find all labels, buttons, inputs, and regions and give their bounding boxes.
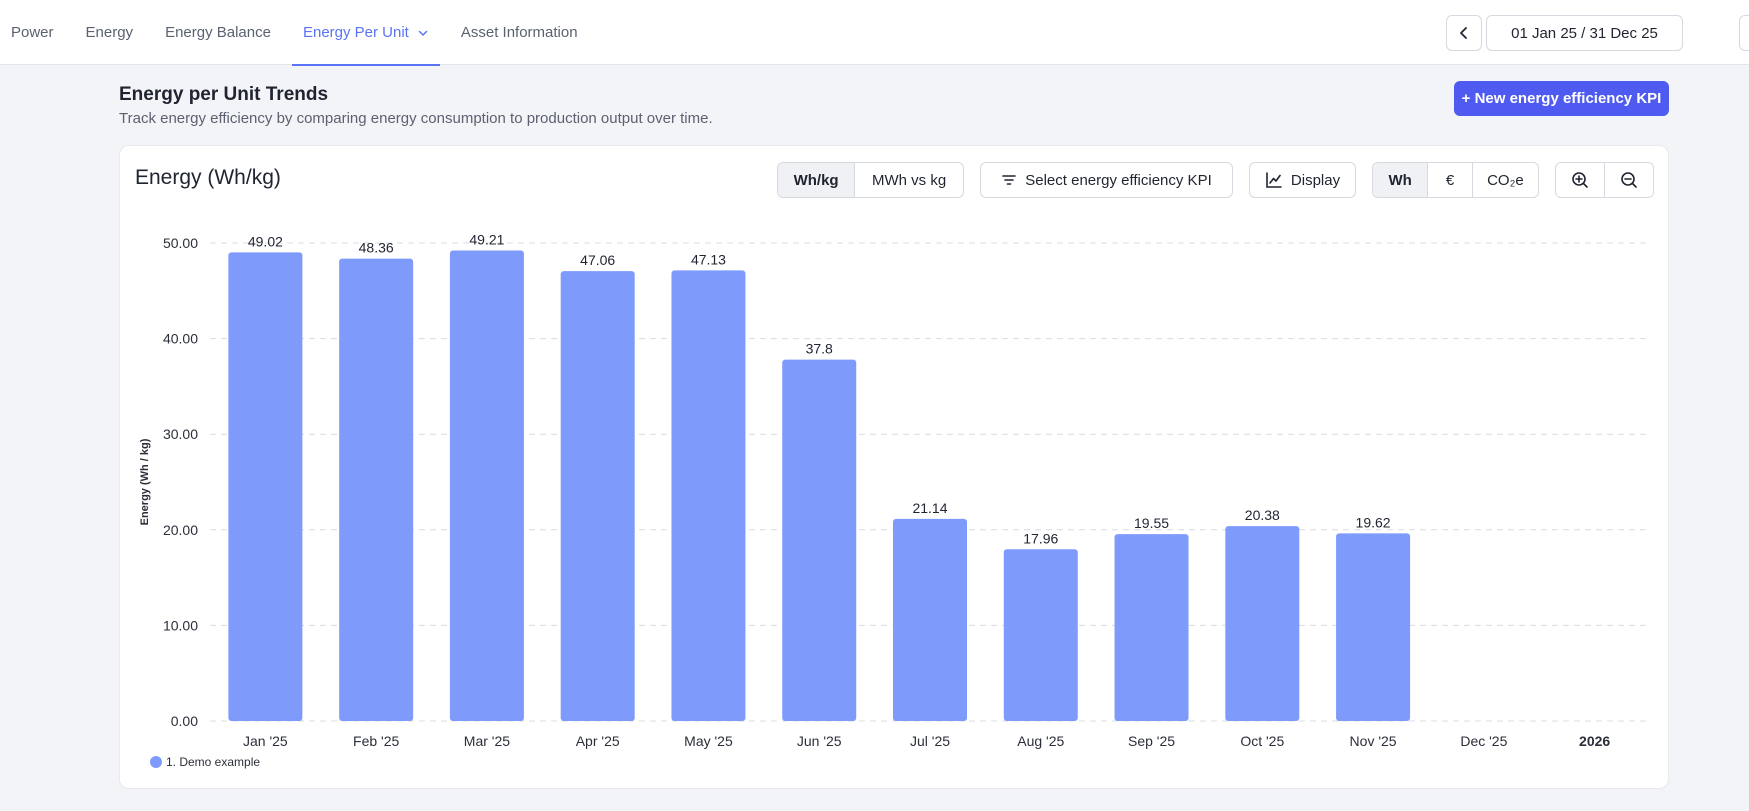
data-label: 49.02 xyxy=(248,233,283,249)
chevron-down-icon xyxy=(418,30,428,36)
legend-label: 1. Demo example xyxy=(166,755,261,769)
x-tick-label: Dec '25 xyxy=(1460,733,1507,749)
tab-label: Energy xyxy=(85,24,134,41)
bar xyxy=(1336,533,1411,721)
display-button[interactable]: Display xyxy=(1249,162,1356,198)
bar xyxy=(782,359,857,721)
data-label: 21.14 xyxy=(912,500,947,516)
x-tick-label: Oct '25 xyxy=(1240,733,1284,749)
tab-label: Asset Information xyxy=(460,24,578,41)
chart-title: Energy (Wh/kg) xyxy=(135,166,281,189)
line-chart-icon xyxy=(1266,172,1282,188)
data-label: 48.36 xyxy=(359,240,394,256)
measure-toggle: Wh € CO₂e xyxy=(1372,162,1539,198)
data-label: 47.06 xyxy=(580,252,615,268)
tab-label: Power xyxy=(11,24,54,41)
x-tick-label: Nov '25 xyxy=(1350,733,1397,749)
data-label: 20.38 xyxy=(1245,507,1280,523)
chart-legend[interactable]: 1. Demo example xyxy=(150,755,260,769)
date-range-picker[interactable]: 01 Jan 25 / 31 Dec 25 xyxy=(1486,15,1683,51)
zoom-in-button[interactable] xyxy=(1556,163,1605,197)
page-title: Energy per Unit Trends xyxy=(119,84,329,105)
bar-chart: 0.00 10.00 20.00 30.00 40.00 50.00 Energy (Wh … xyxy=(139,232,1650,749)
chevron-left-icon xyxy=(1460,27,1467,39)
x-tick-label: Apr '25 xyxy=(576,733,620,749)
data-label: 49.21 xyxy=(469,232,504,248)
chart-card: Energy (Wh/kg) Wh/kg MWh vs kg Select en… xyxy=(119,145,1669,789)
data-label: 19.55 xyxy=(1134,515,1169,531)
unit-toggle: Wh/kg MWh vs kg xyxy=(777,162,964,198)
x-tick-label: Jul '25 xyxy=(910,733,950,749)
bar xyxy=(560,271,635,721)
top-bar: Power Energy Energy Balance Energy Per U… xyxy=(0,0,1749,66)
date-range-label: 01 Jan 25 / 31 Dec 25 xyxy=(1511,24,1658,42)
data-label: 37.8 xyxy=(806,341,833,357)
bar xyxy=(893,518,967,721)
display-label: Display xyxy=(1290,171,1341,189)
zoom-controls xyxy=(1555,162,1654,198)
bar xyxy=(1114,534,1189,721)
tab-bar: Power Energy Energy Balance Energy Per U… xyxy=(0,0,599,66)
y-tick-label: 50.00 xyxy=(163,235,198,251)
unit-option-mwh-vs-kg[interactable]: MWh vs kg xyxy=(871,171,947,189)
y-tick-label: 30.00 xyxy=(163,426,198,442)
measure-option-co2e[interactable]: CO₂e xyxy=(1487,171,1524,189)
date-prev-button[interactable] xyxy=(1446,15,1482,51)
filter-icon xyxy=(1002,175,1017,185)
bar xyxy=(449,250,524,721)
x-tick-label: Aug '25 xyxy=(1017,733,1064,749)
tab-energy-balance[interactable]: Energy Balance xyxy=(154,0,282,65)
x-tick-label: Jan '25 xyxy=(243,733,288,749)
y-tick-label: 0.00 xyxy=(171,713,198,729)
bar xyxy=(228,252,303,721)
data-label: 19.62 xyxy=(1356,514,1391,530)
select-kpi-button[interactable]: Select energy efficiency KPI xyxy=(980,162,1233,198)
x-tick-label: Sep '25 xyxy=(1128,733,1175,749)
data-label: 47.13 xyxy=(691,251,726,267)
x-tick-label: Feb '25 xyxy=(353,733,399,749)
zoom-in-icon xyxy=(1571,172,1588,188)
bar xyxy=(339,258,414,721)
tab-label: Energy Balance xyxy=(165,24,271,41)
y-axis-title: Energy (Wh / kg) xyxy=(139,438,151,525)
data-label: 17.96 xyxy=(1023,530,1058,546)
legend-swatch xyxy=(150,756,162,768)
zoom-out-icon xyxy=(1620,172,1637,188)
bar xyxy=(671,270,746,721)
y-tick-label: 10.00 xyxy=(163,617,198,633)
tab-energy-per-unit[interactable]: Energy Per Unit xyxy=(291,0,440,66)
unit-option-wh-kg[interactable]: Wh/kg xyxy=(778,163,856,197)
page-subtitle: Track energy efficiency by comparing ene… xyxy=(119,110,713,127)
zoom-out-button[interactable] xyxy=(1605,163,1653,197)
bar xyxy=(1225,526,1300,721)
x-tick-label: 2026 xyxy=(1579,733,1610,749)
y-tick-label: 20.00 xyxy=(163,522,198,538)
date-next-button[interactable] xyxy=(1739,15,1749,51)
select-kpi-label: Select energy efficiency KPI xyxy=(1025,171,1212,189)
measure-option-wh[interactable]: Wh xyxy=(1373,163,1429,197)
bar xyxy=(1003,549,1078,721)
x-tick-label: May '25 xyxy=(684,733,733,749)
y-tick-label: 40.00 xyxy=(163,331,198,347)
new-kpi-button[interactable]: + New energy efficiency KPI xyxy=(1454,81,1669,116)
tab-power[interactable]: Power xyxy=(0,0,65,65)
tab-asset-information[interactable]: Asset Information xyxy=(450,0,589,65)
tab-energy[interactable]: Energy xyxy=(75,0,145,65)
x-tick-label: Jun '25 xyxy=(797,733,842,749)
x-tick-label: Mar '25 xyxy=(464,733,510,749)
tab-label: Energy Per Unit xyxy=(302,24,409,41)
measure-option-euro[interactable]: € xyxy=(1428,163,1473,197)
